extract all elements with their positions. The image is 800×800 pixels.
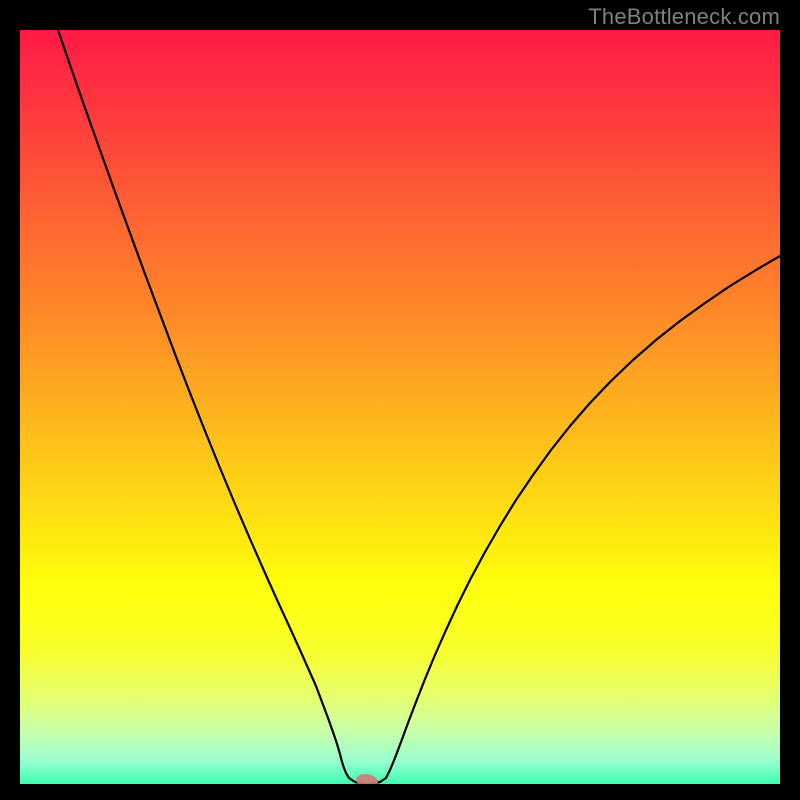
- plot-svg: [20, 30, 780, 784]
- gradient-background-rect: [20, 30, 780, 784]
- watermark-text: TheBottleneck.com: [588, 4, 780, 30]
- plot-area: [20, 30, 780, 784]
- chart-frame: TheBottleneck.com: [0, 0, 800, 800]
